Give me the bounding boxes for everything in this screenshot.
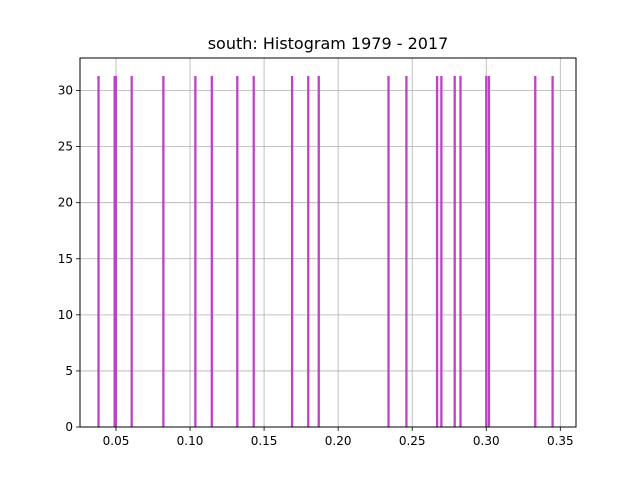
histogram-bar: [307, 75, 310, 428]
y-tick-label: 25: [58, 140, 73, 154]
histogram-bar: [387, 75, 390, 428]
histogram-bar: [534, 75, 537, 428]
histogram-bar: [485, 75, 488, 428]
x-tick-label: 0.10: [177, 434, 204, 448]
histogram-bar: [162, 75, 165, 428]
histogram-bar: [252, 75, 255, 428]
histogram-bar: [440, 75, 443, 428]
histogram-bar: [130, 75, 133, 428]
x-tick-label: 0.25: [399, 434, 426, 448]
x-tick-label: 0.05: [103, 434, 130, 448]
x-tick-label: 0.20: [325, 434, 352, 448]
histogram-bar: [405, 75, 408, 428]
histogram-bar: [210, 75, 213, 428]
histogram-bar: [113, 75, 116, 428]
x-axis: 0.05 0.10 0.15 0.20 0.25 0.30 0.35: [103, 427, 574, 448]
y-tick-label: 15: [58, 252, 73, 266]
chart-title: south: Histogram 1979 - 2017: [208, 34, 449, 53]
histogram-bar: [114, 75, 117, 428]
histogram-bar: [453, 75, 456, 428]
histogram-bar: [236, 75, 239, 428]
histogram-bar: [317, 75, 320, 428]
y-axis: 0 5 10 15 20 25 30: [58, 84, 80, 434]
y-tick-label: 20: [58, 196, 73, 210]
y-tick-label: 10: [58, 308, 73, 322]
histogram-bars: [97, 75, 554, 428]
plot-area-frame: [79, 57, 577, 428]
histogram-bar: [194, 75, 197, 428]
histogram-bar: [487, 75, 491, 428]
histogram-bar: [435, 75, 439, 428]
y-tick-label: 0: [65, 420, 73, 434]
histogram-bar: [97, 75, 100, 428]
y-tick-label: 30: [58, 84, 73, 98]
histogram-bar: [551, 75, 554, 428]
histogram-bar: [290, 75, 294, 428]
histogram-bar: [459, 75, 462, 428]
x-tick-label: 0.35: [547, 434, 574, 448]
x-tick-label: 0.15: [251, 434, 278, 448]
x-tick-label: 0.30: [473, 434, 500, 448]
y-tick-label: 5: [65, 364, 73, 378]
